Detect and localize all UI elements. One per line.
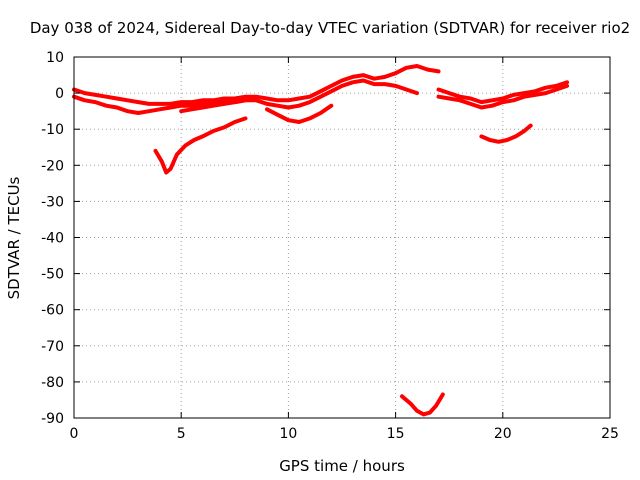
x-tick-label: 0	[70, 426, 79, 442]
grid	[74, 57, 610, 418]
y-tick-label: -10	[41, 122, 64, 138]
series-band-17-23h-lower	[436, 83, 570, 110]
series-main-band-upper	[72, 64, 441, 106]
series-arc-16h	[400, 392, 445, 417]
y-tick-label: -40	[41, 231, 64, 247]
y-axis-label: SDTVAR / TECUs	[5, 176, 23, 299]
series-band-5-8h	[179, 98, 248, 114]
series-arc-20h	[479, 123, 533, 144]
y-tick-label: -20	[41, 158, 64, 174]
series-arc-4h	[153, 116, 248, 175]
x-tick-label: 20	[494, 426, 512, 442]
x-tick-label: 10	[279, 426, 297, 442]
x-tick-label: 5	[177, 426, 186, 442]
ticks: 0 5 10 15 20 25 10 0 -10 -20 -30 -40 -50 -60 -70 -80 -90	[41, 50, 619, 442]
y-tick-label: 10	[46, 50, 64, 66]
y-tick-label: -30	[41, 194, 64, 210]
x-tick-label: 15	[387, 426, 405, 442]
y-tick-label: -60	[41, 303, 64, 319]
data-series	[72, 64, 570, 417]
series-band-17-23h	[436, 80, 570, 105]
y-tick-label: -50	[41, 267, 64, 283]
x-tick-label: 25	[601, 426, 619, 442]
chart-title: Day 038 of 2024, Sidereal Day-to-day VTE…	[30, 19, 630, 37]
y-tick-label: -90	[41, 411, 64, 427]
series-dip-10h	[265, 103, 334, 124]
y-tick-label: 0	[55, 86, 64, 102]
y-tick-label: -80	[41, 375, 64, 391]
x-axis-label: GPS time / hours	[279, 457, 405, 475]
y-tick-label: -70	[41, 339, 64, 355]
